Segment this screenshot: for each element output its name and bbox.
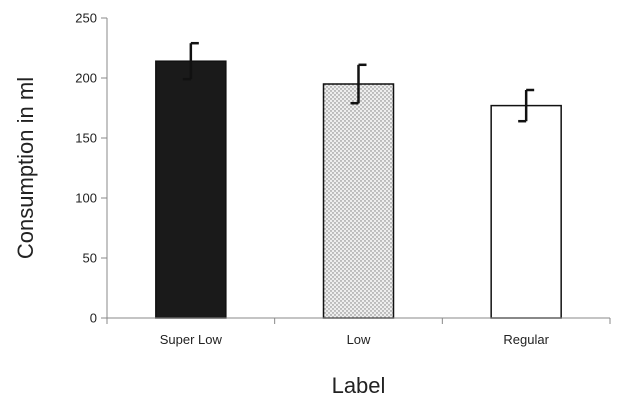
y-tick-label: 50 <box>83 251 97 266</box>
x-tick-label: Low <box>347 332 371 347</box>
y-tick-label: 100 <box>75 191 97 206</box>
bar-low <box>322 83 395 319</box>
y-tick-label: 250 <box>75 11 97 26</box>
x-axis-ticks <box>106 318 611 324</box>
x-tick-labels: Super Low Low Regular <box>160 332 550 347</box>
y-tick-label: 200 <box>75 71 97 86</box>
x-tick-label: Regular <box>503 332 549 347</box>
error-bar <box>518 88 535 123</box>
x-axis-title: Label <box>332 373 386 398</box>
y-axis-title: Consumption in ml <box>13 77 38 259</box>
y-axis-ticks: 0 50 100 150 200 250 <box>75 11 107 326</box>
y-tick-label: 0 <box>90 311 97 326</box>
y-tick-label: 150 <box>75 131 97 146</box>
error-bar <box>182 41 199 81</box>
bar-regular <box>490 104 562 319</box>
error-bars <box>182 41 535 123</box>
x-tick-label: Super Low <box>160 332 223 347</box>
error-bar <box>350 63 367 105</box>
bar-super-low <box>155 60 227 319</box>
